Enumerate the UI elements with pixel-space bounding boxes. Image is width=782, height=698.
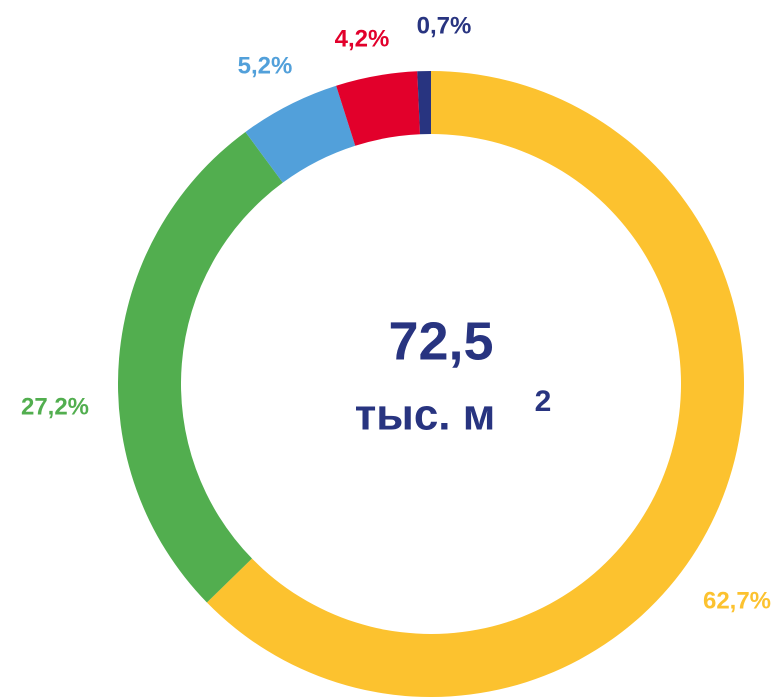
data-label: 62,7%: [703, 587, 771, 614]
data-label: 0,7%: [417, 12, 472, 39]
center-value: 72,5: [388, 311, 493, 371]
donut-segment: [417, 71, 431, 135]
donut-segment: [245, 85, 356, 183]
donut-segment: [336, 71, 421, 146]
data-label: 4,2%: [335, 25, 390, 52]
donut-segment: [118, 131, 283, 603]
data-label: 27,2%: [21, 393, 89, 420]
center-unit: тыс. м: [355, 391, 496, 440]
data-label: 5,2%: [238, 52, 293, 79]
donut-segment: [206, 71, 745, 697]
center-unit-sup: 2: [535, 385, 552, 418]
